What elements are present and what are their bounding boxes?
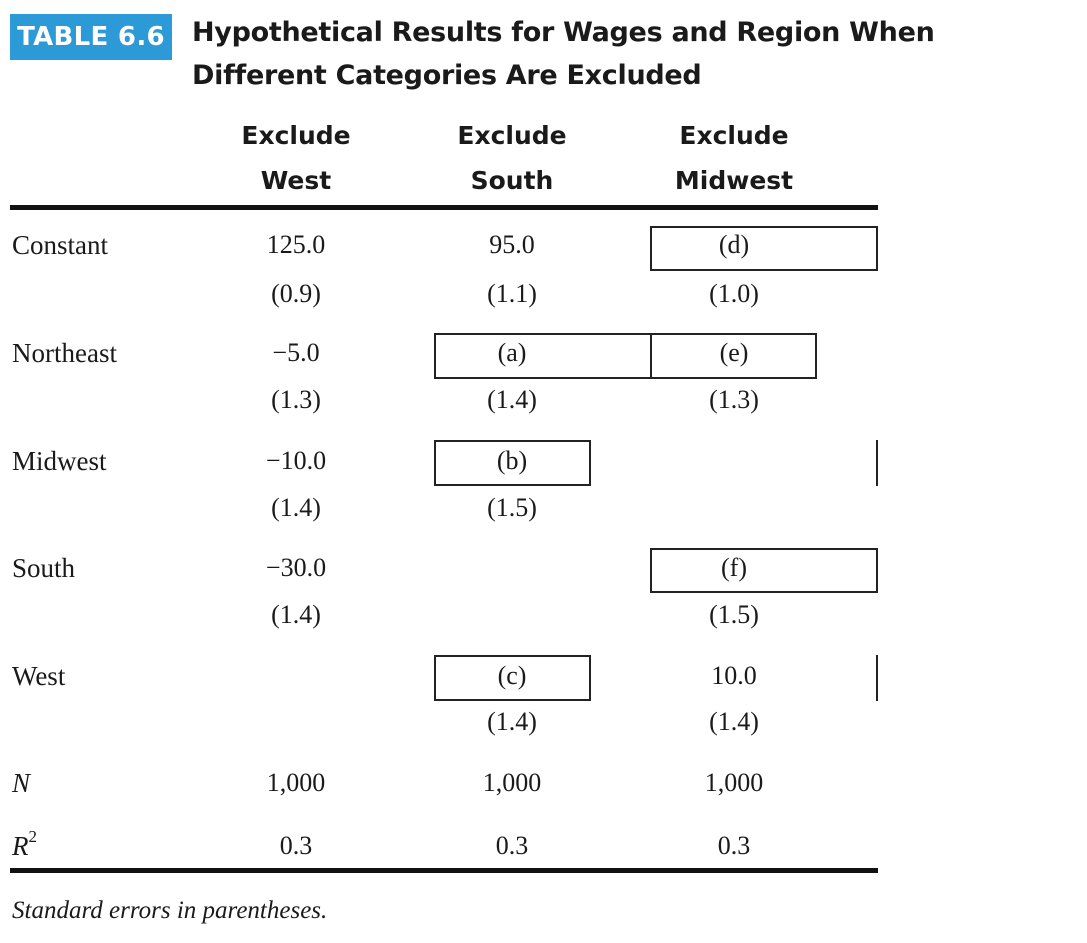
- r-squared-exponent: 2: [28, 827, 38, 846]
- r-squared-letter: R: [12, 831, 29, 861]
- cell-south-exclude-midwest: (f): [721, 553, 747, 582]
- cell-midwest-exclude-south: (b): [496, 446, 528, 475]
- row-label-n: N: [12, 768, 31, 798]
- box-edge-fragment: [876, 440, 878, 486]
- se-constant-exclude-midwest: (1.0): [709, 279, 759, 308]
- cell-west-exclude-midwest: 10.0: [711, 661, 757, 690]
- row-label-r-squared: R2: [12, 827, 38, 862]
- se-northeast-exclude-south: (1.4): [487, 385, 537, 414]
- cell-midwest-exclude-west: −10.0: [265, 446, 327, 475]
- cell-constant-exclude-west: 125.0: [266, 230, 326, 259]
- column-header-exclude-south-line-1: Exclude: [457, 121, 567, 150]
- row-label-northeast: Northeast: [12, 338, 117, 368]
- se-west-exclude-midwest: (1.4): [709, 707, 759, 736]
- answer-box-b: [434, 440, 591, 486]
- se-west-exclude-south: (1.4): [487, 707, 537, 736]
- cell-n-exclude-midwest: 1,000: [704, 768, 764, 797]
- table-title-line-2: Different Categories Are Excluded: [192, 60, 702, 91]
- answer-box-f: [650, 548, 878, 593]
- cell-r2-exclude-midwest: 0.3: [717, 831, 751, 860]
- table-bottom-rule: [10, 868, 878, 873]
- cell-n-exclude-west: 1,000: [266, 768, 326, 797]
- se-constant-exclude-west: (0.9): [271, 279, 321, 308]
- table-top-rule: [10, 205, 878, 210]
- cell-constant-exclude-midwest: (d): [718, 230, 750, 259]
- column-header-exclude-south-line-2: South: [470, 166, 554, 195]
- se-constant-exclude-south: (1.1): [487, 279, 537, 308]
- table-title-line-1: Hypothetical Results for Wages and Regio…: [192, 17, 935, 48]
- cell-constant-exclude-south: 95.0: [489, 230, 535, 259]
- se-northeast-exclude-midwest: (1.3): [709, 385, 759, 414]
- cell-west-exclude-south: (c): [497, 661, 527, 690]
- column-header-exclude-midwest-line-2: Midwest: [674, 166, 794, 195]
- row-label-midwest: Midwest: [12, 446, 107, 476]
- se-midwest-exclude-west: (1.4): [271, 493, 321, 522]
- cell-south-exclude-west: −30.0: [265, 553, 327, 582]
- table-number-badge: TABLE 6.6: [10, 14, 172, 60]
- answer-box-d: [650, 226, 878, 271]
- se-south-exclude-west: (1.4): [271, 600, 321, 629]
- column-header-exclude-midwest-line-1: Exclude: [679, 121, 789, 150]
- box-edge-fragment: [876, 655, 878, 701]
- row-label-constant: Constant: [12, 230, 109, 260]
- se-south-exclude-midwest: (1.5): [709, 600, 759, 629]
- row-label-west: West: [12, 661, 66, 691]
- cell-northeast-exclude-midwest: (e): [719, 338, 749, 367]
- answer-box-e: [650, 333, 817, 379]
- cell-northeast-exclude-south: (a): [497, 338, 527, 367]
- cell-n-exclude-south: 1,000: [482, 768, 542, 797]
- cell-r2-exclude-south: 0.3: [495, 831, 529, 860]
- table-footnote: Standard errors in parentheses.: [12, 897, 328, 924]
- column-header-exclude-west-line-2: West: [260, 166, 332, 195]
- column-header-exclude-west-line-1: Exclude: [241, 121, 351, 150]
- row-label-south: South: [12, 553, 76, 583]
- se-northeast-exclude-west: (1.3): [271, 385, 321, 414]
- cell-northeast-exclude-west: −5.0: [272, 338, 320, 367]
- se-midwest-exclude-south: (1.5): [487, 493, 537, 522]
- cell-r2-exclude-west: 0.3: [279, 831, 313, 860]
- answer-box-c: [434, 655, 591, 701]
